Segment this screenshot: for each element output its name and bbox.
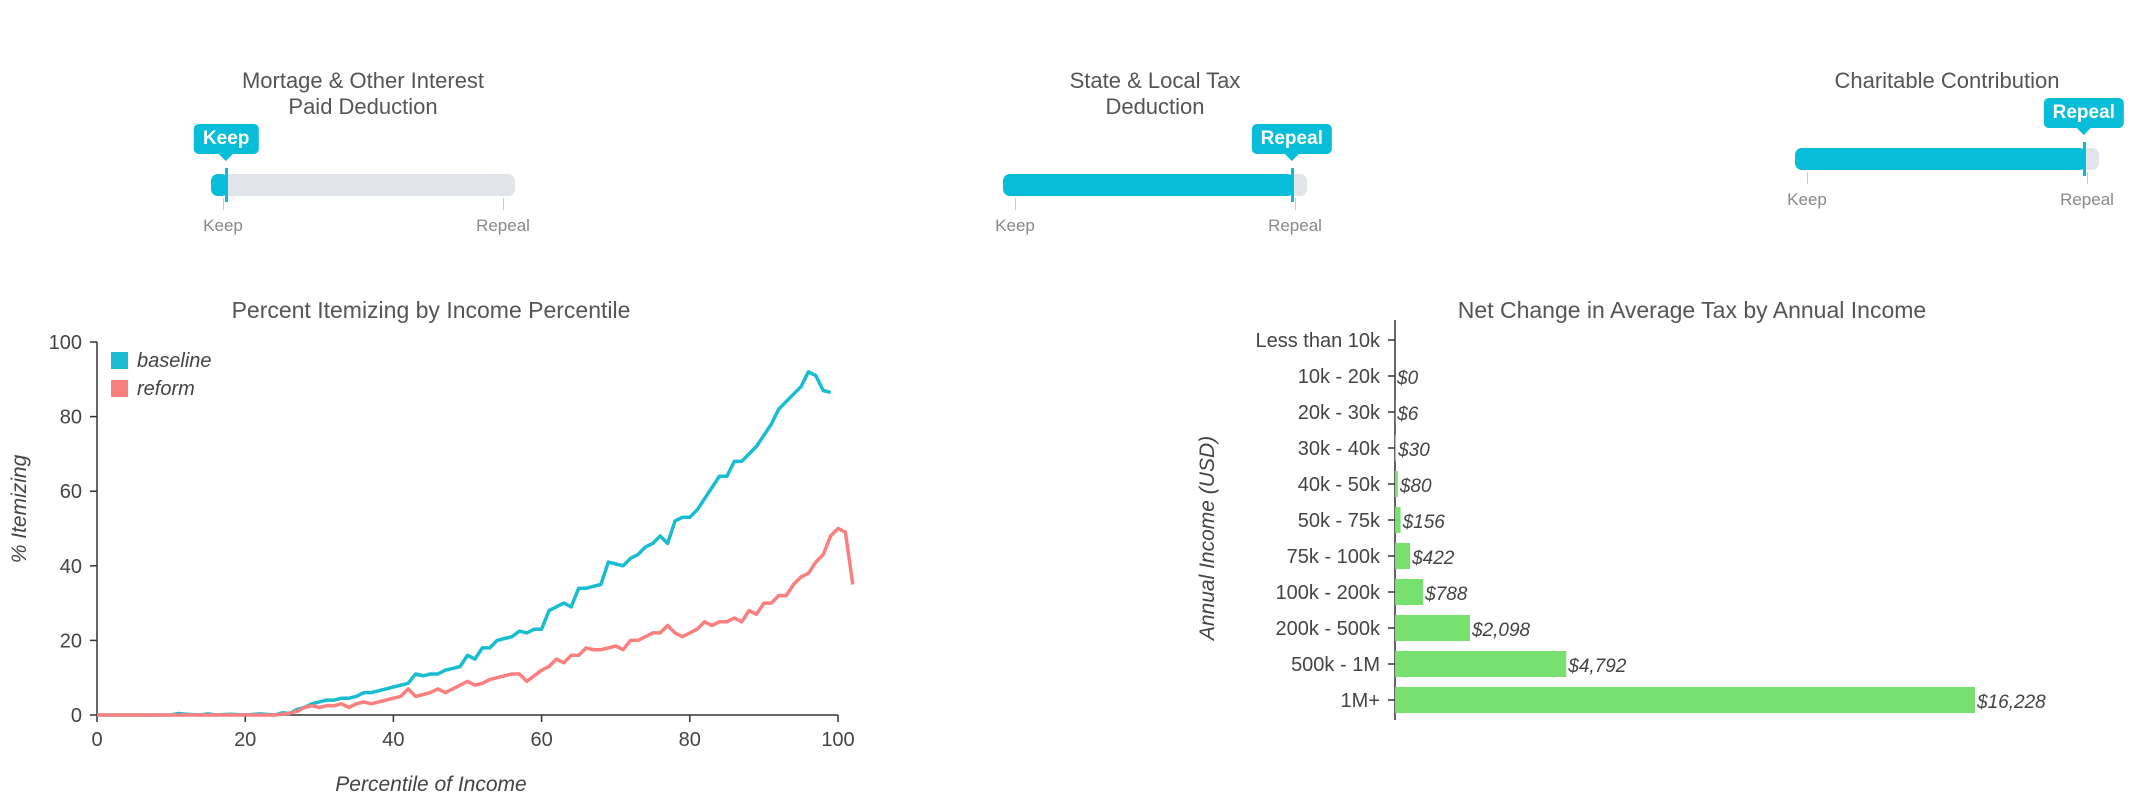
category-label: 40k - 50k xyxy=(1298,474,1381,496)
bar xyxy=(1395,471,1398,497)
slider-max-tick xyxy=(1295,198,1296,210)
bar-value-label: $0 xyxy=(1396,368,1419,389)
x-tick-label: 100 xyxy=(821,729,854,751)
slider-fill xyxy=(211,174,229,196)
y-axis-label: % Itemizing xyxy=(8,454,31,563)
category-label: 20k - 30k xyxy=(1298,402,1381,424)
slider-min-tick xyxy=(223,198,224,210)
y-tick-label: 0 xyxy=(71,705,82,727)
bar-value-label: $30 xyxy=(1397,440,1430,461)
x-tick-label: 40 xyxy=(382,729,404,751)
chart-title: Percent Itemizing by Income Percentile xyxy=(232,297,631,323)
slider-min-label: Keep xyxy=(203,216,243,235)
bar-value-label: $4,792 xyxy=(1567,656,1627,677)
x-tick-label: 80 xyxy=(679,729,701,751)
category-label: 1M+ xyxy=(1341,690,1380,712)
slider-handle[interactable] xyxy=(1290,168,1294,202)
x-tick-label: 0 xyxy=(91,729,102,751)
bar xyxy=(1395,651,1567,677)
x-axis-label: Percentile of Income xyxy=(335,773,526,796)
slider-track[interactable] xyxy=(1795,148,2099,170)
bar-value-label: $6 xyxy=(1396,404,1419,425)
y-tick-label: 20 xyxy=(60,630,82,652)
category-label: 50k - 75k xyxy=(1298,510,1381,532)
chart-series xyxy=(97,370,855,717)
slider-fill xyxy=(1795,148,2086,170)
slider-max-tick xyxy=(2087,172,2088,184)
slider-min-tick xyxy=(1807,172,1808,184)
slider-value-bubble: Repeal xyxy=(1251,124,1332,161)
bar-value-label: $422 xyxy=(1411,548,1455,569)
chart-legend: baseline reform xyxy=(111,350,212,400)
legend-label-reform: reform xyxy=(137,378,195,400)
slider-max-label: Repeal xyxy=(1268,216,1322,235)
slider-title: State & Local Tax Deduction xyxy=(1069,68,1241,119)
slider-handle[interactable] xyxy=(2082,142,2086,176)
category-label: 500k - 1M xyxy=(1291,654,1380,676)
slider-value-bubble: Keep xyxy=(193,124,259,161)
category-label: 10k - 20k xyxy=(1298,366,1381,388)
slider-min-label: Keep xyxy=(995,216,1035,235)
bar xyxy=(1395,687,1975,713)
y-tick-label: 40 xyxy=(60,556,82,578)
series-line-reform xyxy=(97,526,855,717)
slider-title: Charitable Contribution xyxy=(1834,68,2060,93)
slider-min-tick xyxy=(1015,198,1016,210)
slider-value-bubble: Repeal xyxy=(2043,98,2124,135)
x-tick-label: 20 xyxy=(234,729,256,751)
chart-bars: $0 $6 $30 $80 $156 $422 $788$2,098 $4,792 $16,22… xyxy=(1395,368,2046,713)
bar-value-label: $156 xyxy=(1402,512,1446,533)
y-axis-label: Annual Income (USD) xyxy=(1196,436,1219,642)
slider-title: Mortage & Other Interest Paid Deduction xyxy=(241,68,485,119)
chart-axes: Less than 10k 10k - 20k 20k - 30k 30k - 40k… xyxy=(1255,320,1396,720)
series-line-baseline xyxy=(97,370,832,717)
legend-swatch-reform xyxy=(111,380,128,397)
category-label: Less than 10k xyxy=(1255,330,1381,352)
bar-value-label: $2,098 xyxy=(1471,620,1531,641)
chart-title: Net Change in Average Tax by Annual Inco… xyxy=(1458,297,1926,323)
bar-value-label: $80 xyxy=(1399,476,1432,497)
category-label: 75k - 100k xyxy=(1287,546,1381,568)
slider-max-label: Repeal xyxy=(476,216,530,235)
y-tick-label: 80 xyxy=(60,407,82,429)
bar xyxy=(1395,543,1411,569)
slider-min-label: Keep xyxy=(1787,190,1827,209)
y-tick-label: 100 xyxy=(49,332,82,354)
bar xyxy=(1395,615,1470,641)
line-chart-percent-itemizing: Percent Itemizing by Income Percentile 0… xyxy=(8,297,855,796)
chart-axes: 0 20 40 60 80 100 0 20 40 60 80 100 xyxy=(49,332,855,751)
slider-max-label: Repeal xyxy=(2060,190,2114,209)
bar xyxy=(1395,579,1424,605)
y-tick-label: 60 xyxy=(60,481,82,503)
bar xyxy=(1395,507,1401,533)
category-label: 100k - 200k xyxy=(1275,582,1381,604)
bar-value-label: $788 xyxy=(1424,584,1468,605)
slider-max-tick xyxy=(503,198,504,210)
bar-value-label: $16,228 xyxy=(1976,692,2046,713)
slider-handle[interactable] xyxy=(225,168,229,202)
legend-swatch-baseline xyxy=(111,352,128,369)
slider-track[interactable] xyxy=(1003,174,1307,196)
slider-track[interactable] xyxy=(211,174,515,196)
category-label: 200k - 500k xyxy=(1275,618,1381,640)
bar xyxy=(1395,435,1397,461)
bar-chart-net-change: Net Change in Average Tax by Annual Inco… xyxy=(1196,297,2046,720)
x-tick-label: 60 xyxy=(530,729,552,751)
category-label: 30k - 40k xyxy=(1298,438,1381,460)
legend-label-baseline: baseline xyxy=(137,350,212,372)
slider-fill xyxy=(1003,174,1294,196)
